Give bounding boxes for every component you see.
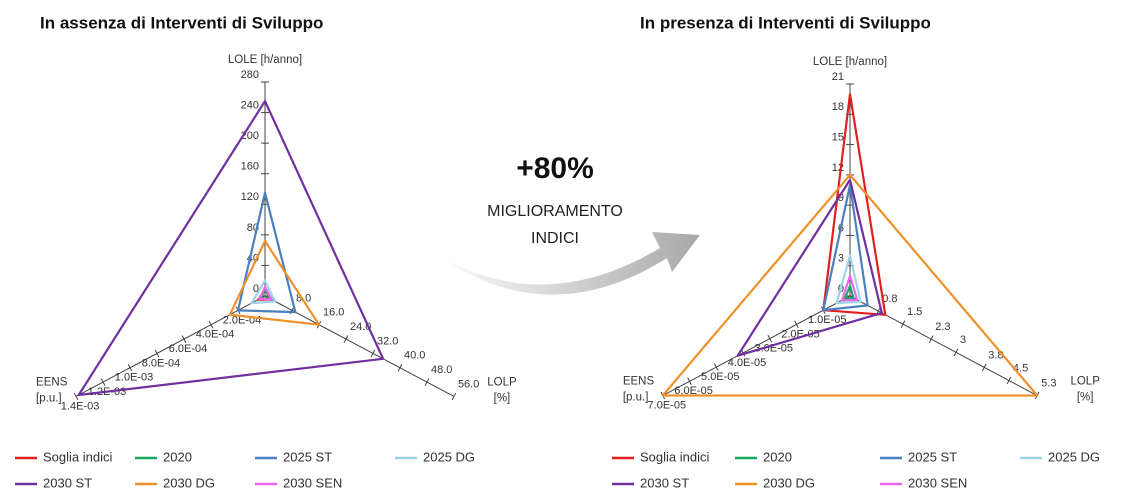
tick-mark [900, 320, 906, 328]
legend-label: 2025 DG [423, 449, 475, 464]
arrow [430, 232, 700, 295]
series-polygon [250, 279, 277, 305]
legend-label: 2025 ST [908, 449, 957, 464]
legend-label: 2025 ST [283, 449, 332, 464]
series-polygon [661, 173, 1039, 397]
annotation-line: INDICI [531, 230, 579, 247]
tick-mark [208, 320, 214, 329]
axis-line [662, 295, 851, 396]
legend-label: 2030 DG [163, 475, 215, 490]
tick-label: 1.5 [907, 306, 922, 318]
axis-name: LOLE [h/anno] [813, 56, 887, 68]
tick-label: 2.0E-05 [781, 328, 820, 340]
tick-label: 6.0E-05 [674, 385, 713, 397]
legend-label: 2030 ST [43, 475, 92, 490]
legend-label: 2025 DG [1048, 449, 1100, 464]
tick-label: 3 [838, 253, 844, 265]
axis-line [264, 295, 455, 397]
axis-name: [%] [494, 392, 511, 404]
legend-label: 2020 [163, 449, 192, 464]
tick-mark [451, 392, 457, 401]
tick-label: 1.0E-03 [115, 372, 154, 384]
tick-label: 21 [832, 71, 844, 83]
axis-name: EENS [36, 376, 68, 388]
tick-label: 4.0E-04 [196, 329, 235, 341]
axis-name: [p.u.] [36, 392, 62, 404]
tick-label: 8.0E-04 [142, 357, 181, 369]
tick-label: 40.0 [404, 350, 425, 362]
legend-label: 2030 SEN [908, 475, 967, 490]
tick-label: 48.0 [431, 364, 452, 376]
axis-name: LOLP [487, 376, 517, 388]
tick-label: 6.0E-04 [169, 343, 208, 355]
series-polygon [236, 191, 297, 314]
tick-mark [981, 363, 987, 372]
tick-label: 32.0 [377, 335, 398, 347]
axis-name: EENS [623, 376, 655, 388]
legend-label: Soglia indici [640, 449, 709, 464]
series-polygon [736, 178, 883, 357]
tick-label: 9 [838, 192, 844, 204]
tick-label: 5.0E-05 [701, 371, 740, 383]
tick-label: 5.3 [1041, 377, 1056, 389]
series-polygon [840, 274, 859, 302]
tick-label: 160 [241, 161, 259, 173]
tick-label: 2.3 [935, 321, 950, 333]
tick-mark [397, 363, 403, 372]
tick-mark [100, 378, 106, 386]
tick-label: 240 [241, 99, 259, 111]
tick-mark [687, 377, 692, 386]
legend-label: 2030 DG [763, 475, 815, 490]
tick-mark [370, 349, 376, 358]
series-polygon [835, 254, 862, 305]
tick-label: 0 [253, 283, 259, 295]
axis-name: [p.u.] [623, 392, 649, 404]
tick-label: 3.0E-05 [755, 343, 794, 355]
tick-label: 4.0E-05 [728, 357, 767, 369]
legend-label: 2020 [763, 449, 792, 464]
tick-label: 56.0 [458, 378, 479, 390]
tick-label: 3 [960, 334, 966, 346]
tick-mark [73, 392, 79, 401]
tick-mark [154, 349, 160, 358]
tick-label: 16.0 [323, 307, 344, 319]
tick-mark [343, 335, 349, 343]
tick-label: 18 [832, 101, 844, 113]
tick-mark [1006, 376, 1012, 385]
axis-name: LOLP [1070, 376, 1100, 388]
axis-line [75, 295, 266, 397]
tick-mark [127, 363, 133, 372]
series-polygon [843, 284, 855, 300]
tick-label: 15 [832, 131, 844, 143]
tick-label: 0.8 [882, 293, 897, 305]
axis-name: [%] [1077, 392, 1094, 404]
legend-label: 2030 SEN [283, 475, 342, 490]
series-polygon [77, 100, 385, 397]
chart-title: In assenza di Interventi di Sviluppo [40, 13, 323, 32]
legend-label: 2030 ST [640, 475, 689, 490]
legend-label: Soglia indici [43, 449, 112, 464]
tick-mark [767, 334, 773, 343]
series-polygon [822, 183, 869, 312]
tick-label: 3.8 [988, 349, 1003, 361]
tick-label: 7.0E-05 [648, 399, 687, 411]
chart-title: In presenza di Interventi di Sviluppo [640, 13, 931, 32]
tick-label: 280 [241, 69, 259, 81]
tick-mark [928, 335, 934, 343]
series-polygon [258, 285, 273, 301]
tick-mark [424, 378, 430, 386]
tick-label: 1.0E-05 [808, 314, 847, 326]
tick-label: 1.4E-03 [61, 400, 100, 412]
tick-mark [794, 320, 799, 329]
tick-mark [713, 363, 719, 371]
axis-name: LOLE [h/anno] [228, 54, 302, 66]
headline: +80% [516, 152, 594, 185]
tick-mark [181, 335, 187, 343]
tick-mark [953, 348, 959, 357]
annotation-line: MIGLIORAMENTO [487, 203, 623, 220]
series-polygon [228, 239, 321, 326]
tick-label: 120 [241, 191, 259, 203]
